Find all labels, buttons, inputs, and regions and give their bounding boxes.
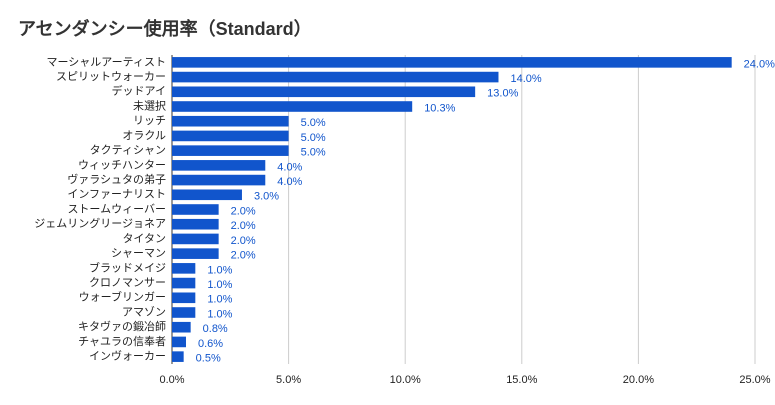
y-tick-label: タクティシャン xyxy=(90,144,166,157)
bar xyxy=(172,277,196,289)
y-tick-label: チャユラの信奉者 xyxy=(78,334,166,348)
value-label: 2.0% xyxy=(231,220,256,232)
value-label: 0.8% xyxy=(203,323,228,335)
y-tick-label: インファーナリスト xyxy=(67,188,166,201)
value-label: 5.0% xyxy=(301,117,326,129)
value-label: 24.0% xyxy=(744,58,775,70)
y-tick-label: インヴォーカー xyxy=(89,349,166,363)
x-tick-label: 10.0% xyxy=(390,374,421,386)
y-tick-label: デッドアイ xyxy=(112,84,166,98)
y-tick-label: タイタン xyxy=(122,232,166,245)
value-label: 1.0% xyxy=(207,264,232,276)
y-tick-label: キタヴァの鍛冶師 xyxy=(78,319,166,333)
y-tick-label: ウォーブリンガー xyxy=(79,290,166,304)
bar xyxy=(172,71,499,83)
value-label: 2.0% xyxy=(231,235,256,247)
bar xyxy=(172,307,196,318)
x-tick-label: 15.0% xyxy=(506,374,537,386)
y-tick-label: シャーマン xyxy=(111,248,166,260)
y-tick-label: リッチ xyxy=(133,114,166,127)
bar xyxy=(172,57,732,68)
y-tick-label: クロノマンサー xyxy=(89,276,166,289)
bar xyxy=(172,86,476,98)
value-label: 2.0% xyxy=(231,205,256,217)
bar xyxy=(172,145,289,156)
bar xyxy=(172,248,219,259)
value-label: 1.0% xyxy=(207,279,232,291)
value-label: 1.0% xyxy=(207,308,232,320)
y-tick-label: ウィッチハンター xyxy=(78,158,166,171)
bar xyxy=(172,189,242,201)
bar xyxy=(172,336,186,348)
chart-title: アセンダンシー使用率（Standard） xyxy=(18,18,312,39)
y-tick-label: ヴァラシュタの弟子 xyxy=(67,172,166,186)
bar xyxy=(172,174,266,186)
value-label: 10.3% xyxy=(424,102,455,114)
bar xyxy=(172,321,191,333)
y-tick-label: スピリットウォーカー xyxy=(56,70,166,83)
y-tick-label: ジェムリングリージョネア xyxy=(34,216,166,230)
value-label: 4.0% xyxy=(277,161,302,173)
value-label: 0.5% xyxy=(196,353,221,365)
bar xyxy=(172,115,289,127)
bar xyxy=(172,101,413,112)
bar xyxy=(172,263,196,274)
x-tick-label: 0.0% xyxy=(159,374,184,386)
x-tick-label: 5.0% xyxy=(276,374,301,386)
y-tick-label: マーシャルアーティスト xyxy=(47,56,166,68)
bar xyxy=(172,351,184,362)
value-label: 14.0% xyxy=(510,73,541,85)
bar xyxy=(172,160,266,171)
value-label: 0.6% xyxy=(198,338,223,350)
x-tick-label: 25.0% xyxy=(739,374,770,386)
value-label: 5.0% xyxy=(301,147,326,159)
bar xyxy=(172,233,219,245)
y-tick-label: 未選択 xyxy=(133,98,166,112)
value-label: 3.0% xyxy=(254,191,279,203)
value-label: 4.0% xyxy=(277,176,302,188)
y-tick-label: ブラッドメイジ xyxy=(89,260,166,274)
value-label: 13.0% xyxy=(487,88,518,100)
value-label: 5.0% xyxy=(301,132,326,144)
bar xyxy=(172,292,196,304)
bar xyxy=(172,204,219,215)
x-tick-label: 20.0% xyxy=(623,374,654,386)
bar xyxy=(172,130,289,142)
y-tick-label: ストームウィーバー xyxy=(67,202,166,215)
bar xyxy=(172,218,219,230)
value-label: 1.0% xyxy=(207,294,232,306)
y-tick-label: アマゾン xyxy=(122,305,166,318)
value-label: 2.0% xyxy=(231,250,256,262)
y-tick-label: オラクル xyxy=(122,129,166,142)
